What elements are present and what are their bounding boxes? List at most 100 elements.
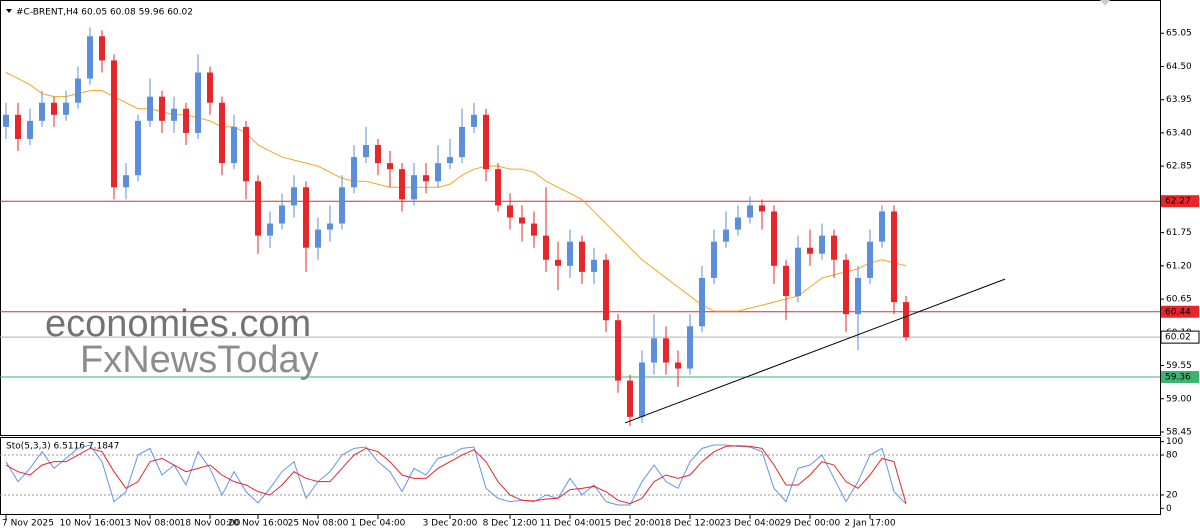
candle-body <box>267 223 273 236</box>
candle-body <box>507 205 513 218</box>
candle-body <box>159 96 165 121</box>
candle-body <box>483 114 489 170</box>
watermark: FxNewsToday <box>80 339 319 381</box>
x-tick-label: 2 Jan 17:00 <box>844 519 896 529</box>
y-tick-label: 65.05 <box>1166 29 1192 39</box>
x-tick-label: 7 Nov 2025 <box>2 519 54 529</box>
stoch-tick-label: 0 <box>1166 504 1172 514</box>
x-tick-label: 18 Nov 00:00 <box>180 519 241 529</box>
main-pane <box>0 0 1161 436</box>
level-label: 59.36 <box>1165 373 1191 383</box>
candle-body <box>243 126 249 182</box>
candle-body <box>147 96 153 121</box>
level-tag <box>1160 330 1200 344</box>
candle-body <box>807 247 813 254</box>
candle-body <box>459 126 465 158</box>
level-tag <box>1161 371 1199 383</box>
candle-body <box>291 187 297 206</box>
candle-body <box>531 223 537 236</box>
stoch-tick-label: 80 <box>1166 451 1178 461</box>
x-tick-label: 13 Nov 08:00 <box>120 519 181 529</box>
candle-body <box>591 259 597 272</box>
candle-body <box>15 114 21 139</box>
candle-body <box>651 338 657 363</box>
candle-body <box>327 223 333 230</box>
y-tick-label: 63.95 <box>1166 95 1192 105</box>
menu-arrow <box>6 9 12 13</box>
candle-body <box>207 72 213 103</box>
watermark: economies.com <box>45 303 311 345</box>
candle-body <box>603 259 609 321</box>
x-tick-label: 8 Dec 12:00 <box>483 519 538 529</box>
candle-body <box>783 265 789 297</box>
candle-body <box>675 362 681 369</box>
candle-body <box>687 326 693 369</box>
candle-body <box>495 169 501 206</box>
candle-body <box>39 102 45 121</box>
stochastic-pane <box>0 437 1161 515</box>
candle-body <box>615 320 621 381</box>
candle-body <box>75 78 81 103</box>
candle-body <box>255 181 261 236</box>
candle-body <box>219 102 225 164</box>
x-tick-label: 23 Dec 04:00 <box>720 519 781 529</box>
candle-body <box>795 247 801 297</box>
candle-body <box>771 211 777 266</box>
level-label: 60.44 <box>1165 307 1191 317</box>
stoch-tick-label: 100 <box>1166 437 1183 447</box>
candle-body <box>735 217 741 230</box>
candle-body <box>135 120 141 176</box>
candle-body <box>903 302 909 338</box>
candle-body <box>831 235 837 260</box>
candle-body <box>411 175 417 200</box>
candle-body <box>171 108 177 121</box>
x-tick-label: 1 Dec 04:00 <box>351 519 406 529</box>
stoch-line <box>5 444 907 506</box>
candle-body <box>375 145 381 164</box>
candle-body <box>399 169 405 200</box>
stoch-tick-label: 20 <box>1166 490 1178 500</box>
y-tick-label: 61.20 <box>1166 261 1192 271</box>
candle-body <box>855 277 861 315</box>
candle-body <box>447 157 453 164</box>
y-tick-label: 63.40 <box>1166 128 1192 138</box>
candle-body <box>759 205 765 212</box>
candle-body <box>315 229 321 248</box>
stoch-line <box>5 445 907 505</box>
x-tick-label: 3 Dec 20:00 <box>423 519 478 529</box>
candle-body <box>351 157 357 188</box>
candle-body <box>819 235 825 254</box>
candle-body <box>183 108 189 133</box>
candle-body <box>843 259 849 315</box>
candle-body <box>555 259 561 266</box>
candle-body <box>747 205 753 218</box>
candle-body <box>3 114 9 127</box>
stochastic-label: Sto(5,3,3) 6.5116 7.1847 <box>6 442 119 452</box>
x-tick-label: 18 Dec 12:00 <box>660 519 721 529</box>
candle-body <box>711 241 717 278</box>
candle-body <box>423 175 429 182</box>
y-tick-label: 59.00 <box>1166 394 1192 404</box>
candle-body <box>87 36 93 79</box>
candle-body <box>99 36 105 61</box>
candle-body <box>579 241 585 272</box>
candle-body <box>543 235 549 260</box>
x-tick-label: 11 Dec 04:00 <box>540 519 601 529</box>
candle-body <box>639 362 645 417</box>
moving-average <box>5 72 907 312</box>
y-tick-label: 61.75 <box>1166 228 1192 238</box>
x-tick-label: 20 Nov 16:00 <box>228 519 289 529</box>
candle-body <box>387 163 393 170</box>
candle-body <box>279 205 285 224</box>
level-label: 60.02 <box>1165 333 1191 343</box>
candle-body <box>363 145 369 158</box>
candle-body <box>663 338 669 363</box>
y-tick-label: 58.45 <box>1166 427 1192 437</box>
candle-body <box>627 380 633 417</box>
candle-body <box>111 60 117 188</box>
symbol-info: #C-BRENT,H4 60.05 60.08 59.96 60.02 <box>16 8 193 18</box>
candle-body <box>471 114 477 127</box>
x-tick-label: 15 Dec 20:00 <box>600 519 661 529</box>
level-label: 62.27 <box>1165 197 1191 207</box>
